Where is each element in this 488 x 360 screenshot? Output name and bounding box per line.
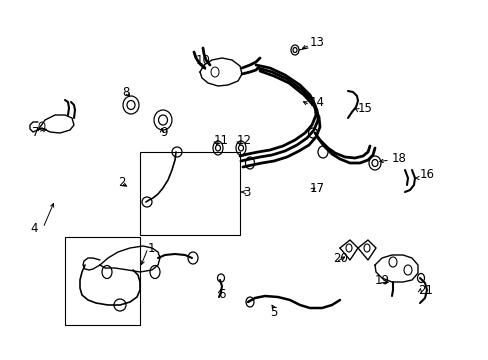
Text: 19: 19	[374, 274, 389, 287]
Text: 21: 21	[417, 284, 432, 297]
Text: 10: 10	[196, 54, 210, 67]
Text: 2: 2	[118, 176, 125, 189]
Text: 9: 9	[160, 126, 167, 139]
Text: 17: 17	[309, 181, 325, 194]
Text: 8: 8	[122, 85, 129, 99]
Text: 14: 14	[309, 95, 325, 108]
Text: 3: 3	[243, 185, 250, 198]
Text: 18: 18	[391, 152, 406, 165]
Text: 13: 13	[309, 36, 324, 49]
Text: 16: 16	[419, 168, 434, 181]
Text: 6: 6	[218, 288, 225, 302]
Text: 11: 11	[214, 134, 228, 147]
Text: 5: 5	[269, 306, 277, 319]
Text: 7: 7	[32, 126, 40, 139]
Bar	[140, 152, 240, 235]
Text: 1: 1	[148, 242, 155, 255]
Bar	[65, 237, 140, 325]
Text: 15: 15	[357, 102, 372, 114]
Text: 20: 20	[332, 252, 347, 265]
Text: 12: 12	[237, 134, 251, 147]
Text: 4: 4	[30, 221, 38, 234]
